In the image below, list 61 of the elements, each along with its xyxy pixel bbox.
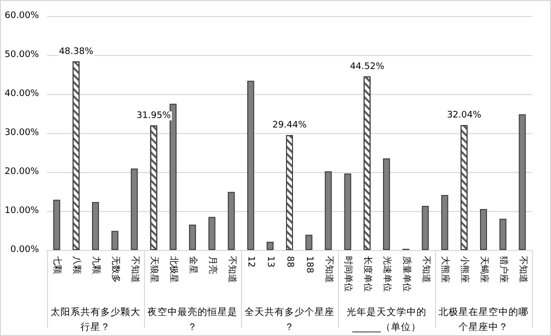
y-tick-label: 50.00% — [4, 50, 40, 60]
x-tick-label: 天蝎座 — [478, 256, 490, 283]
x-tick-label: 长度单位 — [362, 256, 374, 292]
bar — [228, 192, 235, 250]
data-label: 31.95% — [136, 110, 172, 121]
x-tick-label: 八颗 — [71, 256, 82, 274]
data-label: 44.52% — [350, 62, 385, 72]
text: 太阳系共有多少颗大行星？ — [50, 306, 140, 333]
x-tick-label: 12 — [246, 256, 256, 268]
bar — [441, 195, 448, 250]
x-tick-label: 无数多 — [110, 256, 121, 283]
x-tick-label: 北极星 — [168, 256, 180, 283]
y-tick-label: 10.00% — [4, 206, 40, 216]
bar — [247, 80, 254, 250]
x-tick-label: 光速单位 — [382, 256, 392, 292]
data-label: 48.38% — [58, 46, 94, 57]
text: 夜空中最亮的恒星是？ — [148, 306, 238, 333]
x-tick-label: 不知道 — [226, 256, 238, 283]
x-tick-label: 不知道 — [517, 256, 528, 283]
bar — [170, 104, 177, 250]
x-tick-label: 七颗 — [52, 256, 63, 274]
text: 光年是天文学中的______（单位） — [346, 306, 426, 333]
x-tick-label: 不知道 — [323, 256, 334, 283]
x-tick-label: 188 — [304, 256, 314, 274]
data-label: 32.04% — [446, 110, 482, 121]
data-label: 29.44% — [272, 120, 308, 131]
bar — [499, 218, 506, 250]
x-tick-label: 九颗 — [90, 256, 102, 274]
bar — [92, 202, 99, 250]
x-tick-label: 不知道 — [420, 256, 432, 283]
x-tick-label: 小熊座 — [459, 256, 470, 283]
x-tick-label: 金星 — [188, 256, 198, 274]
y-tick-label: 60.00% — [4, 11, 40, 21]
text: 北极星在星空中的哪个星座中？ — [438, 306, 528, 333]
bar — [305, 234, 312, 250]
x-tick-label: 大熊座 — [440, 256, 451, 283]
x-tick-label: 88 — [284, 256, 294, 268]
y-tick-label: 0.00% — [10, 245, 40, 255]
x-tick-label: 13 — [265, 256, 276, 268]
x-tick-label: 时间单位 — [342, 256, 354, 292]
bar — [189, 224, 196, 250]
x-tick-label: 不知道 — [129, 256, 140, 283]
x-tick-label: 猎户座 — [498, 256, 509, 283]
x-tick-label: 质量单位 — [400, 256, 412, 292]
text: 全天共有多少个星座？ — [244, 306, 334, 333]
bar — [111, 230, 118, 250]
bar — [422, 206, 429, 250]
bar — [53, 200, 60, 250]
bar — [266, 242, 274, 250]
bar — [383, 158, 390, 250]
y-tick-label: 30.00% — [4, 128, 40, 138]
y-tick-label: 40.00% — [4, 89, 40, 99]
bar — [480, 209, 487, 250]
bar — [518, 114, 526, 250]
bar — [324, 171, 332, 250]
bar — [208, 216, 216, 250]
bar — [130, 168, 138, 250]
x-tick-label: 月亮 — [206, 256, 218, 274]
bar — [344, 174, 352, 250]
x-tick-label: 天狼星 — [148, 256, 160, 283]
y-tick-label: 20.00% — [4, 167, 40, 177]
